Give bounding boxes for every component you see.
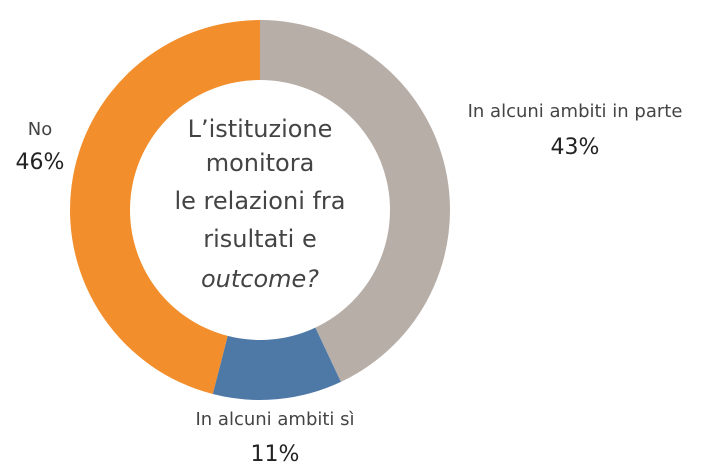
- slice-name: No: [28, 119, 52, 140]
- donut-slice: [260, 20, 450, 382]
- slice-name: In alcuni ambiti sì: [195, 409, 354, 430]
- donut-slice: [69, 20, 261, 395]
- slice-value-label: 46%: [16, 150, 65, 175]
- center-text: outcome?: [201, 265, 319, 293]
- slice-value-label: 11%: [251, 442, 300, 465]
- donut-slice: [212, 327, 341, 400]
- slice-value-label: 43%: [551, 135, 600, 160]
- slice-name: In alcuni ambiti in parte: [468, 101, 683, 122]
- center-text: risultati e: [203, 225, 317, 253]
- center-text: monitora: [206, 149, 315, 177]
- center-text: L’istituzione: [188, 115, 333, 143]
- center-text: le relazioni fra: [174, 187, 345, 215]
